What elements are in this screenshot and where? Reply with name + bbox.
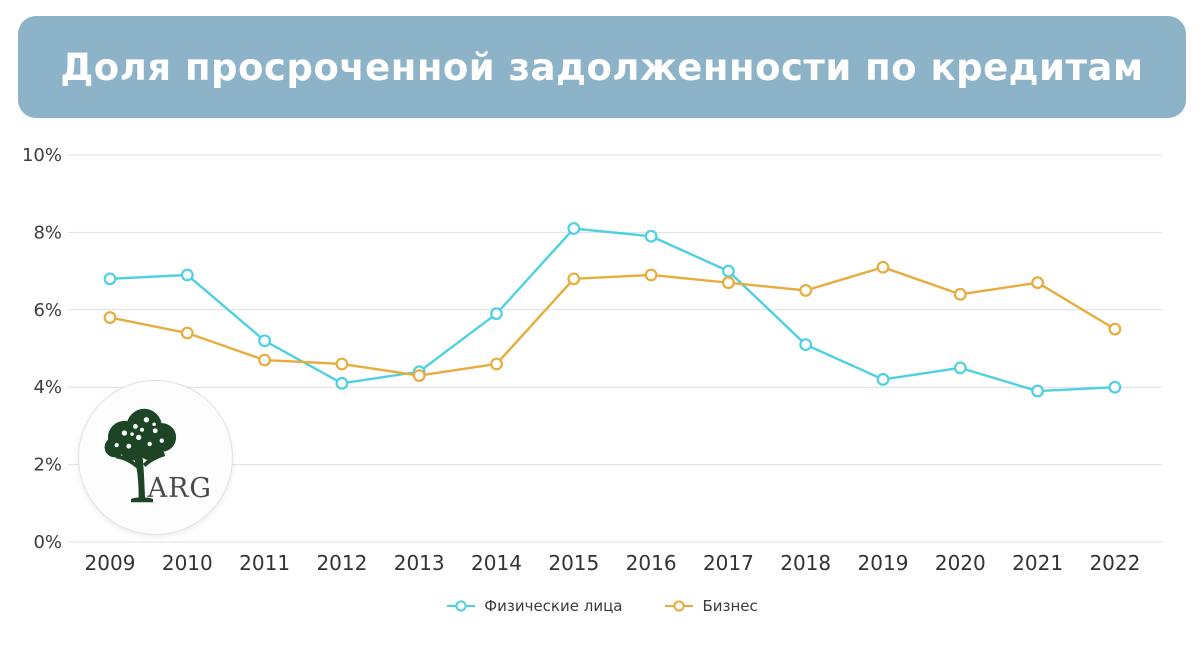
data-point-marker-individuals [1108, 380, 1122, 394]
data-point-marker-business [335, 357, 349, 371]
x-axis-label: 2021 [1012, 551, 1063, 575]
y-axis-label: 0% [33, 532, 62, 553]
data-point-marker-business [567, 272, 581, 286]
data-point-marker-business [180, 326, 194, 340]
series-line-individuals [108, 227, 1117, 393]
x-axis-label: 2018 [780, 551, 831, 575]
series-line-business [108, 266, 1117, 377]
legend-marker-icon [447, 600, 476, 612]
data-point-marker-individuals [876, 373, 890, 386]
y-axis-label: 4% [33, 377, 62, 398]
data-point-marker-individuals [567, 222, 581, 235]
data-point-marker-business [644, 268, 658, 282]
data-point-marker-individuals [258, 334, 272, 348]
y-axis-label: 6% [33, 300, 62, 321]
data-point-marker-business [1031, 276, 1044, 290]
data-point-marker-individuals [335, 376, 349, 390]
chart-legend: Физические лица Бизнес [0, 597, 1204, 615]
data-point-marker-individuals [490, 307, 503, 321]
x-axis-label: 2010 [162, 551, 213, 575]
data-point-marker-individuals [103, 272, 117, 286]
data-point-marker-business [876, 260, 890, 274]
x-axis-label: 2016 [626, 551, 677, 575]
chart: 0% 2% 4% 6% 8% 10% 2009 2010 2011 2012 2013 2014 201… [0, 128, 1204, 588]
data-point-marker-individuals [799, 338, 813, 352]
x-axis-label: 2022 [1089, 551, 1140, 575]
chart-title-banner: Доля просроченной задолженности по креди… [18, 16, 1186, 118]
x-axis-label: 2012 [316, 551, 367, 575]
legend-label: Бизнес [702, 597, 758, 615]
x-axis-label: 2015 [548, 551, 599, 575]
logo-text: ARG [147, 473, 212, 504]
legend-marker-icon [665, 600, 694, 612]
arg-logo: ARG [78, 380, 233, 535]
y-axis-label: 2% [33, 455, 62, 476]
data-point-marker-business [490, 357, 503, 371]
y-axis-label: 8% [33, 222, 62, 243]
x-axis-label: 2013 [394, 551, 445, 575]
y-axis-label: 10% [22, 145, 62, 166]
legend-item-business[interactable]: Бизнес [664, 597, 758, 615]
page-title: Доля просроченной задолженности по креди… [60, 45, 1144, 89]
x-axis-label: 2014 [471, 551, 522, 575]
x-axis-label: 2019 [858, 551, 909, 575]
data-point-marker-business [103, 311, 117, 324]
data-point-marker-individuals [953, 361, 967, 375]
legend-label: Физические лица [484, 597, 623, 615]
tree-icon [104, 408, 177, 503]
x-axis-label: 2011 [239, 551, 290, 575]
plot-svg: 0% 2% 4% 6% 8% 10% 2009 2010 2011 2012 2013 2014 201… [22, 145, 1162, 575]
data-point-marker-business [412, 369, 426, 382]
data-point-marker-business [1108, 322, 1122, 336]
x-axis-label: 2020 [935, 551, 986, 575]
data-point-marker-individuals [180, 268, 194, 282]
data-point-marker-business [258, 353, 272, 367]
data-point-marker-individuals [722, 264, 735, 278]
data-point-marker-business [953, 287, 967, 301]
data-point-marker-business [722, 276, 735, 290]
x-axis-label: 2017 [703, 551, 754, 575]
legend-item-individuals[interactable]: Физические лица [446, 597, 622, 615]
data-point-marker-business [799, 284, 813, 297]
x-axis-label: 2009 [85, 551, 136, 575]
data-point-marker-individuals [1031, 384, 1044, 398]
data-point-marker-individuals [644, 229, 658, 243]
